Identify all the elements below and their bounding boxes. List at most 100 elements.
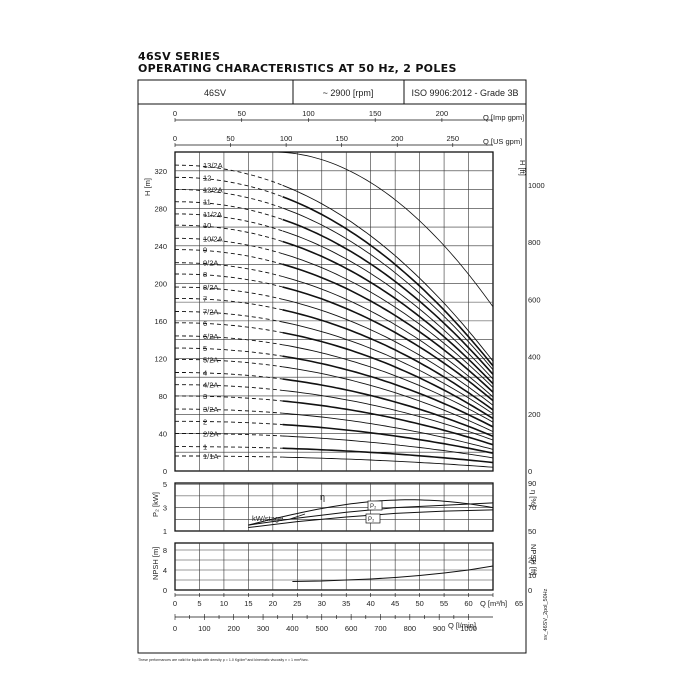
- lmin-tick-label: 800: [404, 624, 417, 633]
- stage-label: 7/2A: [203, 308, 218, 317]
- head-curve: [282, 435, 494, 459]
- stage-label: 9: [203, 246, 207, 255]
- us-gpm-tick-label: 150: [335, 134, 348, 143]
- stage-label: 1/1A: [203, 452, 218, 461]
- h-ft-tick-label: 800: [528, 238, 541, 247]
- head-curve-dashed: [175, 433, 283, 437]
- npsh-m-axis-label: NPSH [m]: [151, 547, 160, 580]
- head-curve: [282, 331, 494, 420]
- head-curve: [282, 298, 494, 406]
- m3h-tick-label: 5: [197, 599, 201, 608]
- m3h-tick-label: 65: [515, 599, 523, 608]
- head-curve-dashed: [174, 201, 283, 220]
- p2-tick-label: 3: [163, 504, 167, 513]
- m3h-tick-label: 20: [269, 599, 277, 608]
- eta-curve-label: η: [320, 492, 325, 502]
- stage-label: 12/2A: [203, 186, 223, 195]
- head-curve: [282, 423, 494, 454]
- stage-label: 12: [203, 173, 211, 182]
- head-curve: [282, 378, 494, 438]
- stage-label: 11/2A: [203, 210, 222, 219]
- eta-tick-label: 50: [528, 527, 536, 536]
- us-gpm-tick-label: 100: [280, 134, 293, 143]
- header-standard: ISO 9906:2012 - Grade 3B: [411, 88, 518, 98]
- imp-gpm-tick-label: 100: [302, 109, 315, 118]
- stage-label: 11: [203, 198, 211, 207]
- kw-stage-leader: [289, 513, 306, 520]
- h-m-tick-label: 200: [154, 279, 167, 288]
- head-curve-dashed: [175, 358, 283, 368]
- m3h-tick-label: 50: [415, 599, 423, 608]
- h-m-tick-label: 240: [154, 242, 167, 251]
- head-curve-dashed: [175, 384, 283, 391]
- head-curve-dashed: [175, 408, 283, 414]
- lmin-tick-label: 400: [286, 624, 299, 633]
- m3h-tick-label: 25: [293, 599, 301, 608]
- stage-label: 8/2A: [203, 283, 218, 292]
- npsh-m-tick-label: 4: [163, 566, 167, 575]
- imp-gpm-tick-label: 0: [173, 109, 177, 118]
- head-curve: [282, 366, 494, 433]
- npsh-ft-tick-label: 20: [528, 556, 536, 565]
- head-curve: [282, 276, 494, 398]
- npsh-ft-tick-label: 10: [528, 571, 536, 580]
- stage-label: 6/2A: [203, 332, 218, 341]
- stage-label: 10: [203, 221, 211, 230]
- eta-axis-label: η [%]: [529, 490, 538, 507]
- h-ft-tick-label: 1000: [528, 181, 545, 190]
- h-m-tick-label: 80: [159, 392, 167, 401]
- h-m-tick-label: 0: [163, 467, 167, 476]
- head-curve-dashed: [175, 262, 283, 277]
- m3h-tick-label: 40: [367, 599, 375, 608]
- imp-gpm-tick-label: 200: [436, 109, 449, 118]
- max-head-envelope: [272, 151, 494, 308]
- head-curve-dashed: [175, 347, 283, 357]
- us-gpm-tick-label: 0: [173, 134, 177, 143]
- m3h-tick-label: 30: [318, 599, 326, 608]
- head-curve: [282, 240, 494, 385]
- head-curve-dashed: [175, 237, 283, 255]
- lmin-tick-label: 200: [227, 624, 240, 633]
- head-curve: [282, 389, 494, 441]
- q-lmin-axis-label: Q [l/min]: [448, 621, 476, 630]
- header-speed: ~ 2900 [rpm]: [323, 88, 374, 98]
- lmin-tick-label: 1000: [460, 624, 477, 633]
- imp-gpm-tick-label: 150: [369, 109, 382, 118]
- us-gpm-tick-label: 250: [447, 134, 460, 143]
- head-curve-dashed: [175, 372, 283, 380]
- chart-subtitle: OPERATING CHARACTERISTICS AT 50 Hz, 2 PO…: [138, 62, 457, 75]
- stage-label: 3/2A: [203, 405, 218, 414]
- stage-label: 8: [203, 270, 207, 279]
- head-curve: [282, 344, 494, 423]
- lmin-tick-label: 500: [316, 624, 329, 633]
- stage-label: 7: [203, 294, 207, 303]
- lmin-tick-label: 900: [433, 624, 446, 633]
- head-curve: [282, 230, 494, 380]
- stage-label: 1: [203, 443, 207, 452]
- head-curve-dashed: [175, 322, 283, 334]
- chart-frame: [137, 79, 527, 654]
- p2-box-a: [367, 500, 383, 511]
- h-ft-tick-label: 200: [528, 410, 541, 419]
- m3h-tick-label: 15: [244, 599, 252, 608]
- q-imp-axis-label: Q [Imp gpm]: [483, 113, 524, 122]
- head-curve: [282, 253, 494, 388]
- head-curve-dashed: [174, 176, 283, 198]
- eta-tick-label: 90: [528, 479, 536, 488]
- m3h-tick-label: 35: [342, 599, 350, 608]
- head-curve-dashed: [175, 420, 283, 426]
- head-curve: [282, 456, 494, 468]
- h-m-tick-label: 320: [154, 167, 167, 176]
- h-m-tick-label: 280: [154, 204, 167, 213]
- stage-label: 3: [203, 392, 207, 401]
- us-gpm-tick-label: 200: [391, 134, 404, 143]
- head-curve: [282, 286, 494, 402]
- m3h-tick-label: 10: [220, 599, 228, 608]
- p2-axis-label: P₂ [kW]: [151, 492, 160, 517]
- head-curve: [282, 184, 494, 362]
- head-curve: [282, 412, 494, 450]
- m3h-tick-label: 0: [173, 599, 177, 608]
- q-m3h-axis-label: Q [m³/h]: [480, 599, 507, 608]
- h-m-axis-label: H [m]: [143, 178, 152, 196]
- head-curve-dashed: [175, 311, 283, 323]
